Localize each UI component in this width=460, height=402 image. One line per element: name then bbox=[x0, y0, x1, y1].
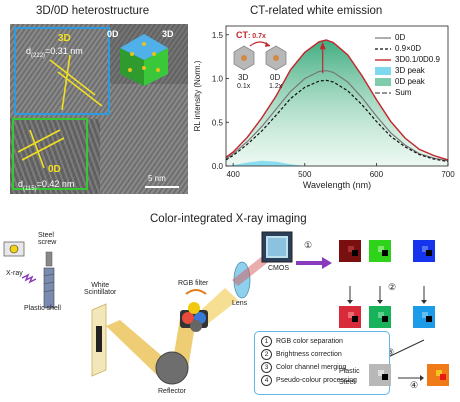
imaging-setup-diagram bbox=[3, 231, 427, 385]
struct-0d-mult: 1.2x bbox=[269, 83, 283, 90]
step-4: 4 Pseudo-colour processing bbox=[261, 374, 383, 387]
legend-09x0d: 0.9×0D bbox=[375, 44, 422, 53]
struct-0d-label: 0D bbox=[270, 73, 281, 82]
legend-3d-peak: 3D peak bbox=[375, 65, 440, 76]
label-0d: 0D bbox=[48, 164, 61, 175]
y-tick-label-2: 1.0 bbox=[212, 75, 224, 84]
panel-a-title: 3D/0D heterostructure bbox=[36, 5, 150, 17]
channel-red-corrected bbox=[339, 306, 361, 328]
panel-b-title: CT-related white emission bbox=[250, 5, 383, 17]
label-steel: Steel bbox=[339, 379, 355, 386]
series-09x0d-line bbox=[225, 79, 449, 163]
d115-label: d(115)=0.42 nm bbox=[18, 179, 75, 192]
emission-chart: 400 500 600 700 0.0 0.5 1.0 1.5 Wavelength (nm) R… bbox=[193, 25, 455, 190]
flow-step-2: ② bbox=[388, 282, 397, 292]
step-2: 2 Brightness correction bbox=[261, 348, 383, 361]
scale-bar-label: 5 nm bbox=[148, 174, 166, 183]
region-0d-box bbox=[12, 118, 88, 190]
scale-bar bbox=[145, 186, 179, 188]
panel-c-title: Color-integrated X-ray imaging bbox=[150, 213, 307, 225]
inset-label-0d: 0D bbox=[107, 29, 119, 39]
channel-red-raw bbox=[339, 240, 361, 262]
y-tick-label-1: 0.5 bbox=[212, 118, 224, 127]
label-plastic: Plastic bbox=[339, 368, 360, 375]
region-3d-box bbox=[14, 27, 110, 115]
y-axis-label: RL intensity (Norm.) bbox=[193, 60, 202, 131]
legend-sum: Sum bbox=[375, 88, 412, 97]
inset-label-3d: 3D bbox=[162, 29, 174, 39]
merged-image bbox=[369, 364, 391, 386]
series-0d-line bbox=[225, 69, 449, 162]
y-tick-label-3: 1.5 bbox=[212, 31, 224, 40]
channel-blue-raw bbox=[413, 240, 435, 262]
processing-steps-box: 1 RGB color separation 2 Brightness correc… bbox=[254, 331, 390, 395]
struct-3d-mult: 0.1x bbox=[237, 83, 251, 90]
chart-legend: 0D 0.9×0D 3D0.1/0D0.9 3D peak 0D peak Su… bbox=[375, 32, 440, 98]
pseudocolor-image bbox=[427, 364, 449, 386]
label-xray: X-ray bbox=[6, 270, 23, 277]
label-reflector: Reflector bbox=[158, 388, 187, 395]
label-cmos: CMOS bbox=[268, 265, 289, 272]
step-3: 3 Color channel merging bbox=[261, 361, 383, 374]
label-rgb-filter: RGB filter bbox=[178, 280, 209, 287]
legend-0d: 0D bbox=[375, 33, 406, 42]
x-axis-label: Wavelength (nm) bbox=[303, 180, 371, 190]
legend-mix: 3D0.1/0D0.9 bbox=[375, 55, 440, 64]
x-tick-label-1: 500 bbox=[298, 170, 312, 179]
flow-step-3: ③ bbox=[386, 347, 395, 357]
struct-3d-label: 3D bbox=[238, 73, 249, 82]
y-tick-label-0: 0.0 bbox=[212, 162, 224, 171]
channel-blue-corrected bbox=[413, 306, 435, 328]
channel-green-corrected bbox=[369, 306, 391, 328]
label-white-scintillator: White Scintillator bbox=[84, 282, 117, 296]
plot-frame bbox=[225, 25, 449, 167]
x-tick-label-2: 600 bbox=[370, 170, 384, 179]
d222-label: d(222)=0.31 nm bbox=[26, 46, 83, 59]
enhancement-arrowhead bbox=[319, 41, 326, 50]
flow-step-1: ① bbox=[304, 240, 313, 250]
series-mix-line bbox=[225, 39, 449, 161]
x-tick-label-3: 700 bbox=[441, 170, 455, 179]
label-lens: Lens bbox=[232, 300, 248, 307]
structure-icons bbox=[233, 41, 287, 71]
x-tick-label-0: 400 bbox=[226, 170, 240, 179]
step-1: 1 RGB color separation bbox=[261, 335, 383, 348]
label-steel-screw: Steel screw bbox=[38, 232, 57, 246]
crystal-structure-inset bbox=[120, 34, 168, 86]
flow-step-4: ④ bbox=[410, 380, 419, 390]
label-3d: 3D bbox=[58, 33, 71, 44]
label-plastic-shell: Plastic shell bbox=[24, 305, 61, 312]
legend-0d-peak: 0D peak bbox=[375, 76, 440, 87]
ct-annotation: CT: 0.7x bbox=[236, 30, 266, 40]
channel-green-raw bbox=[369, 240, 391, 262]
series-3d-peak-area bbox=[226, 160, 448, 166]
lattice-markers bbox=[17, 54, 103, 169]
